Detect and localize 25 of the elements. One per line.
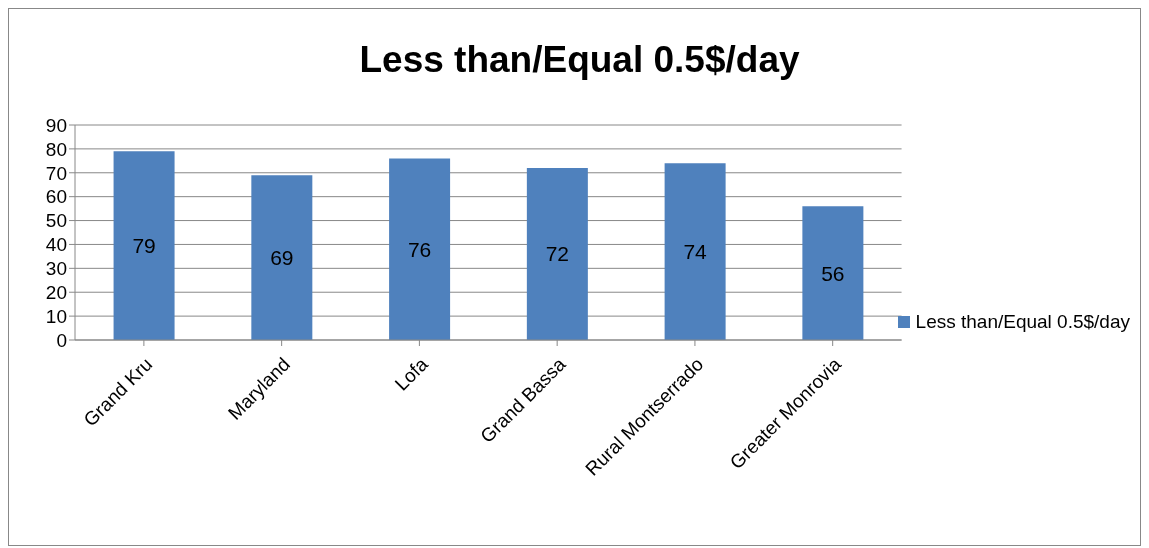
data-label: 79	[132, 234, 156, 258]
y-tick-label: 60	[45, 186, 67, 208]
y-tick-label: 90	[45, 114, 67, 136]
y-tick-label: 0	[56, 329, 67, 351]
y-tick-label: 70	[45, 162, 67, 184]
y-tick-label: 10	[45, 305, 67, 327]
data-label: 76	[407, 237, 432, 261]
data-label: 69	[270, 246, 294, 270]
y-tick-label: 20	[45, 281, 67, 303]
y-tick-label: 40	[45, 234, 67, 256]
data-label: 56	[821, 261, 845, 285]
bar	[664, 163, 726, 340]
bar	[526, 168, 588, 340]
data-label: 74	[683, 240, 708, 264]
y-tick-label: 30	[45, 258, 67, 280]
chart-title: Less than/Equal 0.5$/day	[358, 38, 801, 82]
legend-label: Less than/Equal 0.5$/day	[915, 311, 1130, 333]
bar	[389, 158, 451, 340]
bar	[802, 206, 864, 340]
bar	[113, 151, 175, 340]
y-tick-label: 80	[45, 138, 67, 160]
x-tick-label: Lofa	[390, 353, 433, 395]
data-label: 72	[545, 242, 570, 266]
bar	[251, 175, 313, 340]
y-tick-label: 50	[45, 210, 67, 232]
